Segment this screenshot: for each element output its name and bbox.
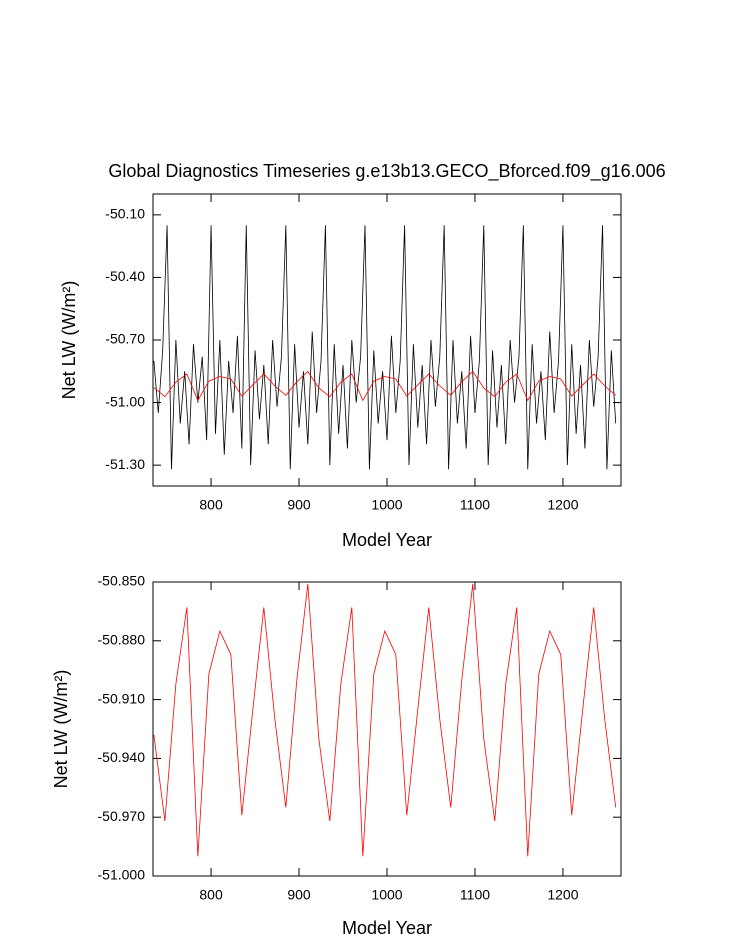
x-tick-label: 800 [199, 887, 223, 903]
y-axis-label: Net LW (W/m²) [51, 670, 71, 789]
y-tick-label: -50.10 [105, 206, 145, 222]
x-tick-label: 1000 [371, 887, 402, 903]
y-tick-label: -51.000 [98, 867, 146, 883]
x-tick-label: 1000 [371, 497, 402, 513]
plot-frame [152, 193, 622, 487]
x-tick-label: 900 [287, 887, 311, 903]
y-tick-label: -50.970 [98, 808, 146, 824]
y-tick-label: -51.00 [105, 393, 145, 409]
x-tick-label: 1200 [547, 497, 578, 513]
x-tick-label: 1100 [460, 497, 490, 513]
x-tick-label: 900 [287, 497, 311, 513]
x-tick-label: 1200 [547, 887, 578, 903]
x-axis-label: Model Year [342, 530, 432, 550]
y-tick-label: -50.940 [98, 749, 146, 765]
data-line [153, 370, 616, 402]
data-line [153, 583, 617, 857]
y-axis-label: Net LW (W/m²) [59, 281, 79, 400]
y-tick-label: -51.30 [105, 456, 145, 472]
y-tick-label: -50.70 [105, 331, 145, 347]
y-tick-label: -50.880 [98, 632, 146, 648]
x-tick-label: 800 [199, 497, 223, 513]
y-tick-label: -50.910 [98, 690, 146, 706]
x-tick-label: 1100 [460, 887, 490, 903]
chart-title: Global Diagnostics Timeseries g.e13b13.G… [108, 161, 665, 182]
x-axis-label: Model Year [342, 918, 432, 938]
y-tick-label: -50.40 [105, 268, 145, 284]
y-tick-label: -50.850 [98, 573, 146, 589]
plot-frame [152, 581, 622, 877]
data-line [153, 225, 617, 470]
